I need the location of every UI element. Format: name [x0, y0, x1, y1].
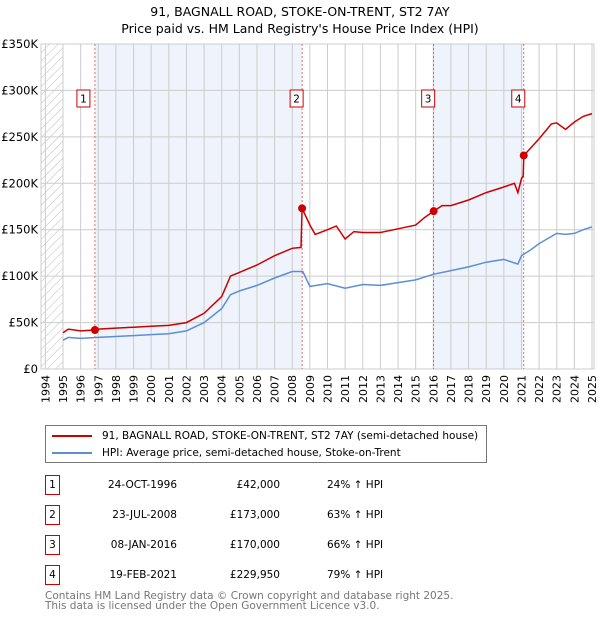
y-tick-label: £350K — [1, 37, 38, 51]
property-price-line — [62, 112, 593, 334]
ownership-shade — [433, 44, 524, 369]
sale-label-box — [421, 89, 436, 108]
x-tick-label: 2020 — [498, 375, 511, 403]
plot-border — [40, 43, 595, 370]
x-tick-label: 2014 — [392, 375, 405, 403]
sale-price: £173,000 — [229, 509, 280, 521]
x-tick-label: 2016 — [427, 375, 440, 403]
x-tick-label: 2017 — [445, 375, 458, 403]
y-tick-label: £250K — [1, 130, 38, 144]
transaction-row: 1 24-OCT-1996 £42,000 24% ↑ HPI — [45, 475, 485, 495]
x-tick-label: 2007 — [269, 375, 282, 403]
title-line-2: Price paid vs. HM Land Registry's House … — [121, 21, 479, 36]
x-tick-label: 1997 — [92, 375, 105, 403]
x-tick-label: 2006 — [251, 375, 264, 403]
legend-label: HPI: Average price, semi-detached house,… — [102, 447, 401, 459]
sale-date: 19-FEB-2021 — [109, 569, 177, 581]
hpi-diff: 63% ↑ HPI — [327, 509, 384, 521]
y-tick-label: £50K — [9, 316, 39, 330]
x-tick-label: 2011 — [339, 375, 352, 403]
sale-point — [429, 207, 438, 216]
x-tick-label: 2024 — [568, 375, 581, 403]
x-tick-label: 2013 — [374, 375, 387, 403]
x-tick-label: 2025 — [586, 375, 599, 403]
title-line-1: 91, BAGNALL ROAD, STOKE-ON-TRENT, ST2 7A… — [150, 4, 450, 19]
x-tick-label: 2009 — [304, 375, 317, 403]
x-tick-label: 2003 — [198, 375, 211, 403]
x-tick-label: 2021 — [515, 375, 528, 403]
x-tick-label: 2015 — [410, 375, 423, 403]
sale-label-text: 1 — [80, 94, 87, 106]
legend-label: 91, BAGNALL ROAD, STOKE-ON-TRENT, ST2 7A… — [102, 430, 479, 442]
y-tick-label: £100K — [1, 269, 38, 283]
sale-price: £229,950 — [229, 569, 280, 581]
legend: 91, BAGNALL ROAD, STOKE-ON-TRENT, ST2 7A… — [45, 425, 487, 463]
legend-swatch-blue — [52, 452, 92, 454]
x-tick-label: 2001 — [163, 375, 176, 403]
ownership-shade — [94, 44, 303, 369]
y-tick-label: £0 — [23, 362, 38, 376]
licence-text: This data is licensed under the Open Gov… — [45, 600, 380, 612]
sale-price: £170,000 — [229, 539, 280, 551]
copyright-text: Contains HM Land Registry data © Crown c… — [45, 590, 454, 602]
x-tick-label: 2002 — [180, 375, 193, 403]
sale-label-text: 4 — [515, 94, 522, 106]
sale-label-text: 3 — [425, 94, 432, 106]
transaction-row: 4 19-FEB-2021 £229,950 79% ↑ HPI — [45, 565, 485, 585]
x-tick-label: 1998 — [110, 375, 123, 403]
y-tick-label: £300K — [1, 83, 38, 97]
sale-point — [90, 326, 99, 334]
x-tick-label: 2012 — [357, 375, 370, 403]
x-tick-label: 1996 — [75, 375, 88, 403]
sale-point — [298, 204, 307, 213]
x-tick-label: 2005 — [233, 375, 246, 403]
sale-date: 23-JUL-2008 — [112, 509, 177, 521]
x-tick-label: 1995 — [57, 375, 70, 403]
price-chart: 1994 1995 1996 1997 1998 1999 2000 2001 2002 2003… — [1, 37, 599, 403]
x-tick-label: 2018 — [463, 375, 476, 403]
transaction-row: 3 08-JAN-2016 £170,000 66% ↑ HPI — [45, 535, 485, 555]
x-tick-label: 2022 — [533, 375, 546, 403]
y-tick-label: £150K — [1, 223, 38, 237]
marker-badge: 2 — [45, 505, 60, 525]
x-tick-label: 2000 — [145, 375, 158, 403]
legend-item-hpi: HPI: Average price, semi-detached house,… — [46, 445, 401, 461]
x-tick-label: 2010 — [322, 375, 335, 403]
footer: Contains HM Land Registry data © Crown c… — [45, 590, 454, 612]
sale-date: 08-JAN-2016 — [110, 539, 177, 551]
sale-date: 24-OCT-1996 — [108, 479, 177, 491]
marker-badge: 1 — [45, 475, 60, 495]
marker-badge: 4 — [45, 565, 60, 585]
x-tick-label: 2023 — [551, 375, 564, 403]
marker-badge: 3 — [45, 535, 60, 555]
x-tick-label: 2019 — [480, 375, 493, 403]
x-tick-label: 2004 — [216, 375, 229, 403]
legend-item-property: 91, BAGNALL ROAD, STOKE-ON-TRENT, ST2 7A… — [46, 428, 478, 444]
hpi-diff: 24% ↑ HPI — [327, 479, 384, 491]
sale-label-text: 2 — [293, 94, 300, 106]
sale-label-box — [76, 89, 91, 108]
pre-data-hatch — [41, 44, 63, 369]
hpi-diff: 79% ↑ HPI — [327, 569, 384, 581]
x-tick-label: 2008 — [286, 375, 299, 403]
sale-label-box — [289, 89, 304, 108]
sale-point — [519, 151, 528, 160]
sale-label-box — [511, 89, 526, 108]
transaction-row: 2 23-JUL-2008 £173,000 63% ↑ HPI — [45, 505, 485, 525]
x-tick-label: 1994 — [39, 375, 52, 403]
x-tick-label: 1999 — [128, 375, 141, 403]
hpi-diff: 66% ↑ HPI — [327, 539, 384, 551]
legend-swatch-red — [52, 435, 92, 437]
sale-price: £42,000 — [236, 479, 280, 491]
y-tick-label: £200K — [1, 176, 38, 190]
chart-title: 91, BAGNALL ROAD, STOKE-ON-TRENT, ST2 7A… — [0, 3, 600, 37]
hpi-line — [62, 226, 593, 341]
